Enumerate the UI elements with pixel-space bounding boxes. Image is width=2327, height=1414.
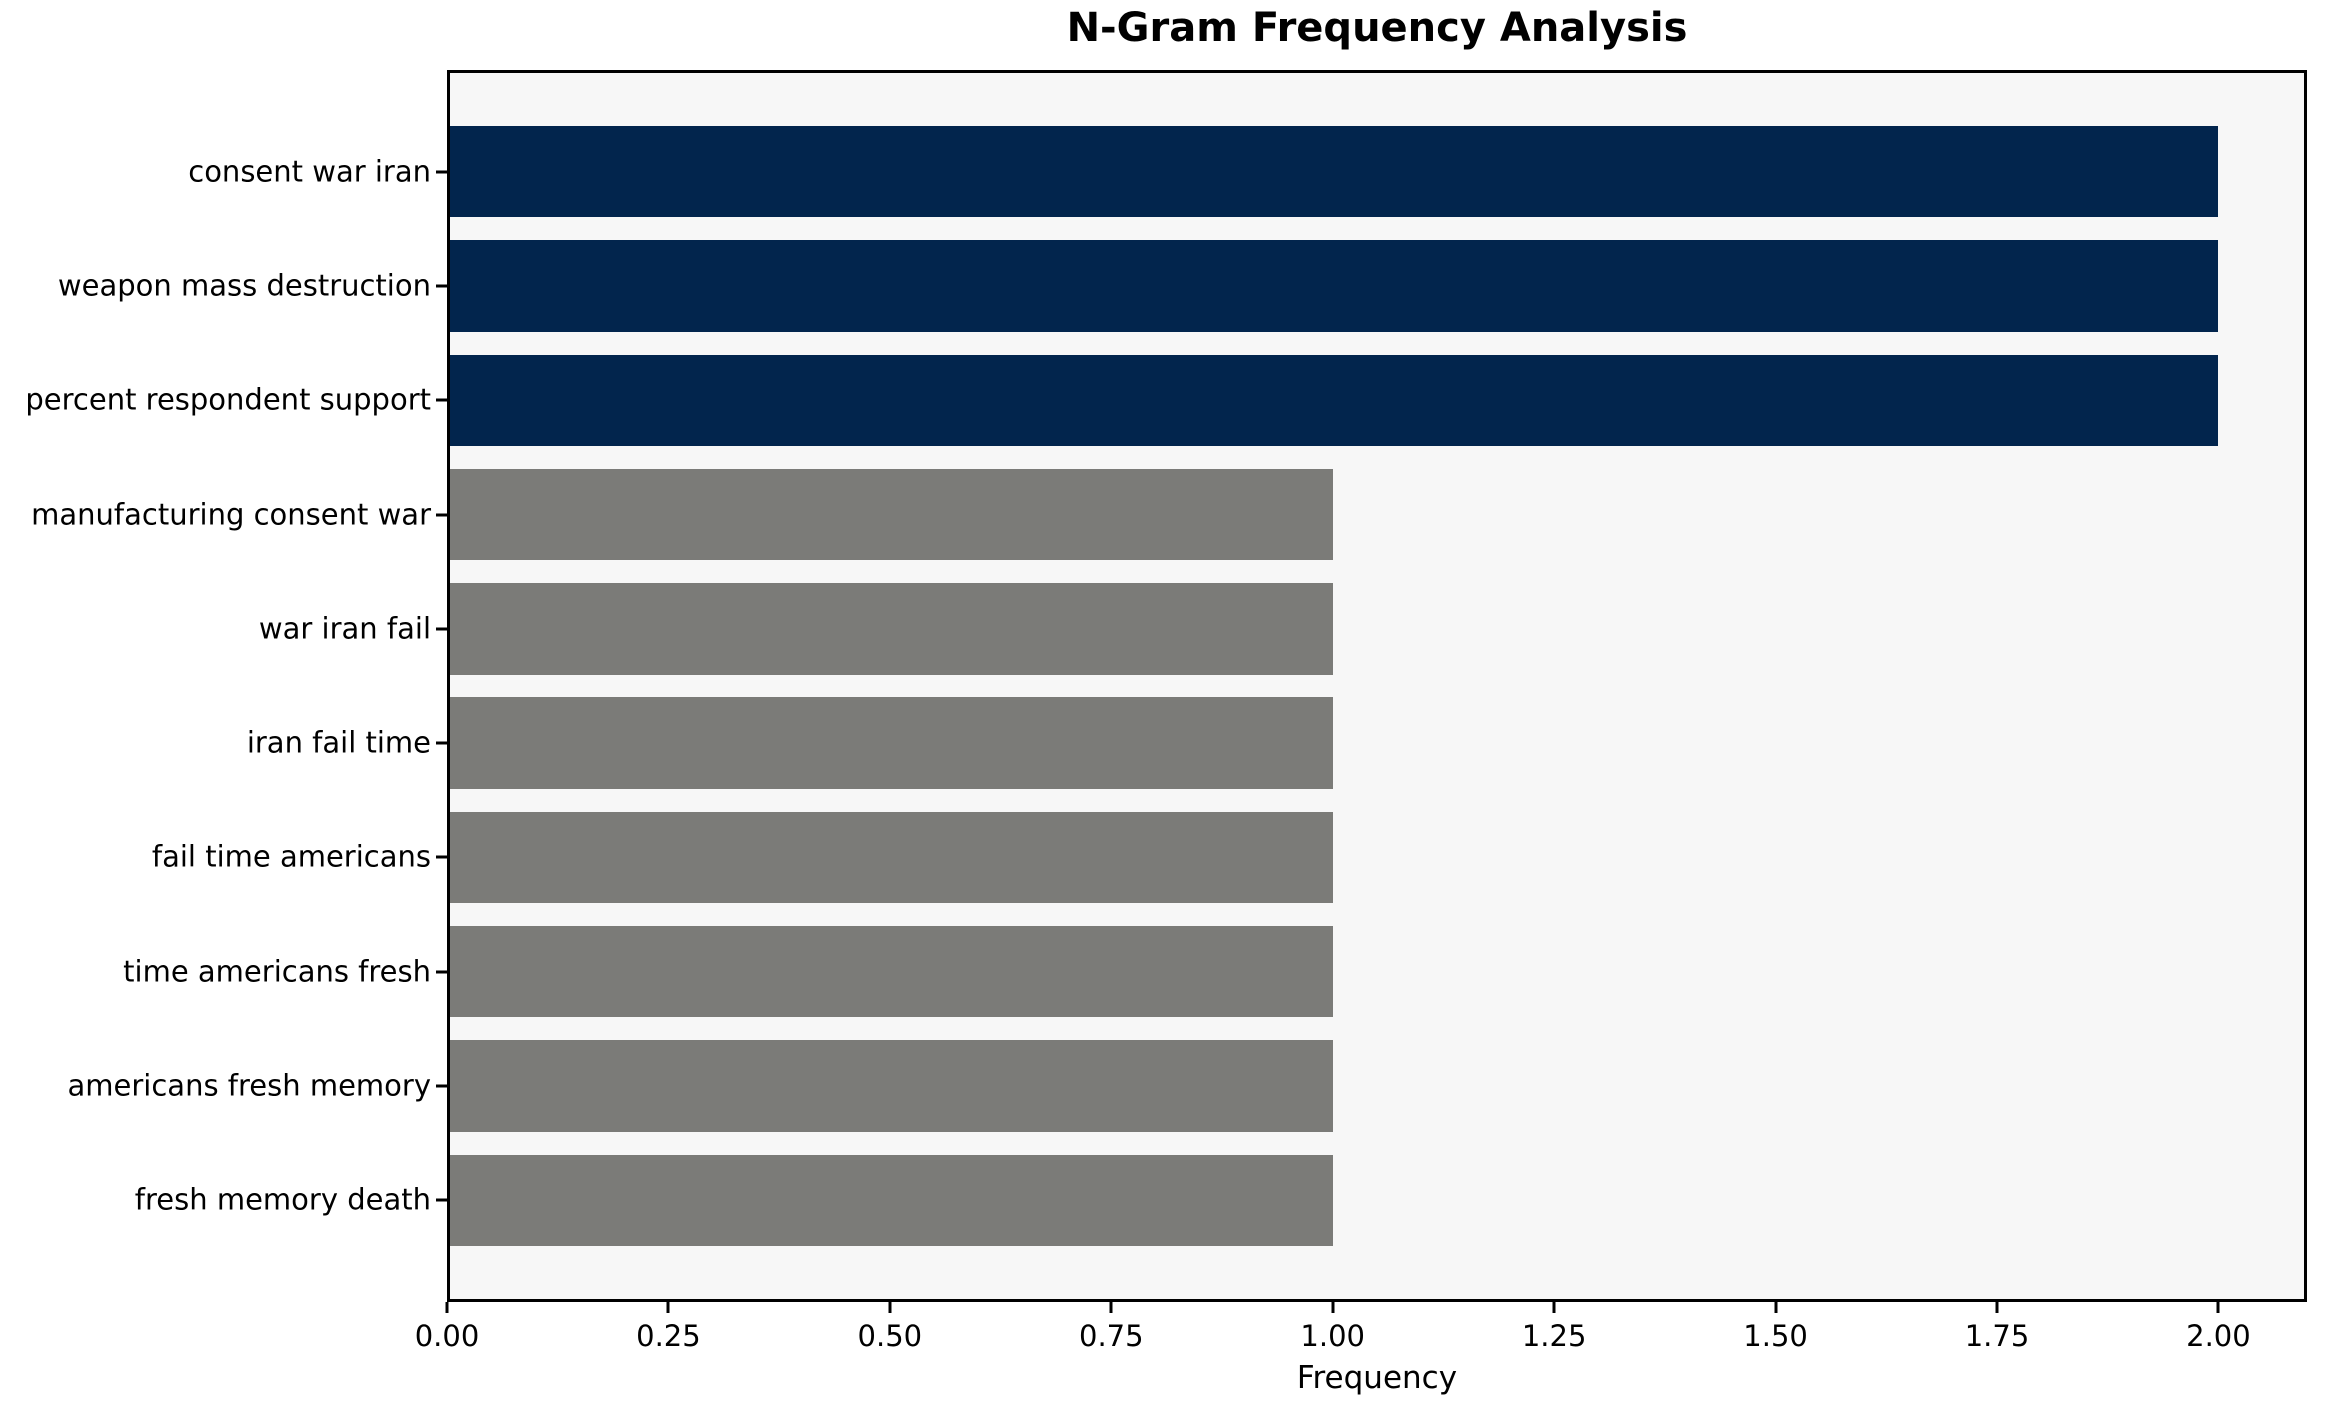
chart-title: N-Gram Frequency Analysis xyxy=(1066,5,1688,51)
y-tick-manufacturing-consent-war xyxy=(436,513,447,517)
y-tick-americans-fresh-memory xyxy=(436,1084,447,1088)
y-tick-weapon-mass-destruction xyxy=(436,284,447,288)
x-tick-1.25 xyxy=(1552,1302,1556,1313)
bar-percent-respondent-support xyxy=(450,354,2219,446)
y-tick-label-fresh-memory-death: fresh memory death xyxy=(134,1182,431,1217)
y-tick-label-weapon-mass-destruction: weapon mass destruction xyxy=(57,268,431,303)
x-tick-label-1.75: 1.75 xyxy=(1964,1319,2030,1353)
x-tick-0.75 xyxy=(1109,1302,1113,1313)
x-tick-0.00 xyxy=(445,1302,449,1313)
bar-manufacturing-consent-war xyxy=(450,468,1333,561)
x-tick-label-1.00: 1.00 xyxy=(1300,1319,1365,1353)
y-tick-percent-respondent-support xyxy=(436,398,447,402)
x-tick-1.75 xyxy=(1995,1302,1999,1313)
x-tick-label-2.00: 2.00 xyxy=(2186,1319,2251,1353)
x-tick-label-1.50: 1.50 xyxy=(1743,1319,1808,1353)
plot-area xyxy=(447,70,2307,1302)
y-tick-label-percent-respondent-support: percent respondent support xyxy=(25,382,431,417)
x-tick-label-0.25: 0.25 xyxy=(636,1319,701,1353)
x-tick-label-1.25: 1.25 xyxy=(1521,1319,1587,1353)
bar-war-iran-fail xyxy=(450,583,1333,675)
y-tick-time-americans-fresh xyxy=(436,970,447,974)
y-tick-label-manufacturing-consent-war: manufacturing consent war xyxy=(31,496,431,531)
x-tick-1.50 xyxy=(1774,1302,1778,1313)
bar-fresh-memory-death xyxy=(450,1154,1333,1246)
x-tick-2.00 xyxy=(2216,1302,2220,1313)
y-tick-label-fail-time-americans: fail time americans xyxy=(151,839,431,874)
y-tick-label-time-americans-fresh: time americans fresh xyxy=(123,954,431,989)
bar-iran-fail-time xyxy=(450,697,1333,789)
y-tick-fail-time-americans xyxy=(436,855,447,859)
x-axis-label: Frequency xyxy=(1296,1360,1458,1396)
y-tick-consent-war-iran xyxy=(436,170,447,174)
x-tick-0.25 xyxy=(666,1302,670,1313)
y-tick-label-iran-fail-time: iran fail time xyxy=(246,725,431,760)
x-tick-0.50 xyxy=(888,1302,892,1313)
y-tick-iran-fail-time xyxy=(436,741,447,745)
y-tick-label-consent-war-iran: consent war iran xyxy=(188,154,431,189)
y-tick-label-americans-fresh-memory: americans fresh memory xyxy=(67,1068,431,1103)
bar-fail-time-americans xyxy=(450,811,1333,904)
x-tick-1.00 xyxy=(1331,1302,1335,1313)
y-tick-war-iran-fail xyxy=(436,627,447,631)
bar-americans-fresh-memory xyxy=(450,1040,1333,1132)
x-tick-label-0.75: 0.75 xyxy=(1078,1319,1144,1353)
x-tick-label-0.00: 0.00 xyxy=(414,1319,480,1353)
bar-weapon-mass-destruction xyxy=(450,240,2219,332)
y-tick-label-war-iran-fail: war iran fail xyxy=(258,611,431,646)
bar-consent-war-iran xyxy=(450,126,2219,218)
y-tick-fresh-memory-death xyxy=(436,1198,447,1202)
x-tick-label-0.50: 0.50 xyxy=(857,1319,923,1353)
bar-time-americans-fresh xyxy=(450,926,1333,1018)
